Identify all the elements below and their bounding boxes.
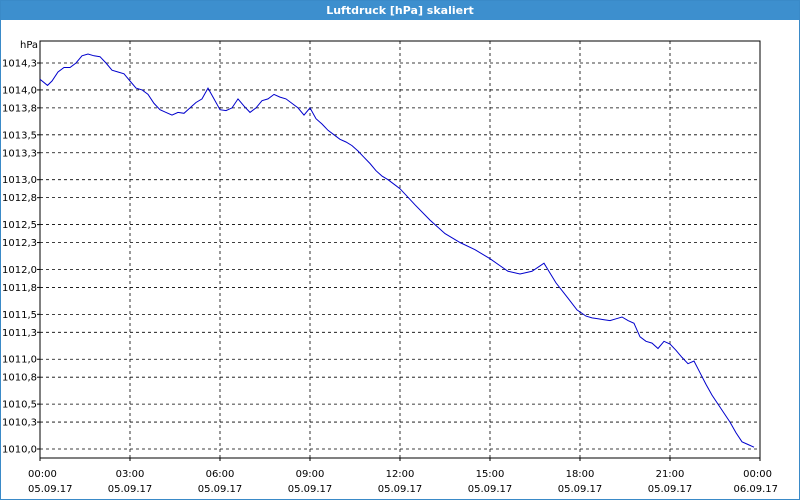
- y-tick-label: 1012,5: [2, 220, 37, 231]
- y-tick-label: 1013,8: [2, 103, 37, 114]
- y-tick-label: 1011,3: [2, 328, 37, 339]
- x-tick-time-label: 15:00: [476, 469, 505, 480]
- x-tick-date-label: 05.09.17: [108, 484, 153, 495]
- x-tick-date-label: 05.09.17: [558, 484, 603, 495]
- x-tick-time-label: 18:00: [566, 469, 595, 480]
- x-tick-date-label: 05.09.17: [198, 484, 243, 495]
- y-tick-label: 1011,5: [2, 310, 37, 321]
- window-title: Luftdruck [hPa] skaliert: [1, 1, 799, 20]
- x-tick-date-label: 06.09.17: [733, 484, 778, 495]
- y-axis-ticks: 1014,3 1014,0 1013,8 1013,5 1013,3 1013,0 1012…: [2, 59, 40, 456]
- y-tick-label: 1011,0: [2, 355, 37, 366]
- x-tick-time-label: 09:00: [296, 469, 325, 480]
- x-tick-date-label: 05.09.17: [28, 484, 73, 495]
- y-tick-label: 1012,8: [2, 193, 37, 204]
- series-line: [39, 53, 755, 448]
- y-axis-unit-label: hPa: [20, 40, 38, 51]
- y-tick-label: 1013,0: [2, 175, 37, 186]
- x-axis-ticks: 00:00 05.09.17 03:00 05.09.17 06:00 05.09.17 0…: [28, 458, 778, 495]
- y-tick-label: 1010,8: [2, 373, 37, 384]
- x-tick-date-label: 05.09.17: [378, 484, 423, 495]
- y-tick-label: 1010,5: [2, 400, 37, 411]
- x-tick-date-label: 05.09.17: [468, 484, 513, 495]
- x-tick-time-label: 03:00: [116, 469, 145, 480]
- y-tick-label: 1012,3: [2, 238, 37, 249]
- x-tick-time-label: 12:00: [386, 469, 415, 480]
- x-tick-time-label: 00:00: [743, 469, 772, 480]
- grid-lines: [40, 41, 760, 458]
- y-tick-label: 1014,0: [2, 85, 37, 96]
- y-tick-label: 1010,3: [2, 418, 37, 429]
- x-tick-date-label: 05.09.17: [648, 484, 693, 495]
- y-tick-label: 1014,3: [2, 59, 37, 70]
- x-tick-time-label: 00:00: [28, 469, 57, 480]
- y-tick-label: 1012,0: [2, 265, 37, 276]
- y-tick-label: 1013,3: [2, 148, 37, 159]
- y-tick-label: 1010,0: [2, 445, 37, 456]
- x-tick-time-label: 21:00: [656, 469, 685, 480]
- x-tick-time-label: 06:00: [206, 469, 235, 480]
- y-tick-label: 1013,5: [2, 130, 37, 141]
- x-tick-date-label: 05.09.17: [288, 484, 333, 495]
- y-tick-label: 1011,8: [2, 283, 37, 294]
